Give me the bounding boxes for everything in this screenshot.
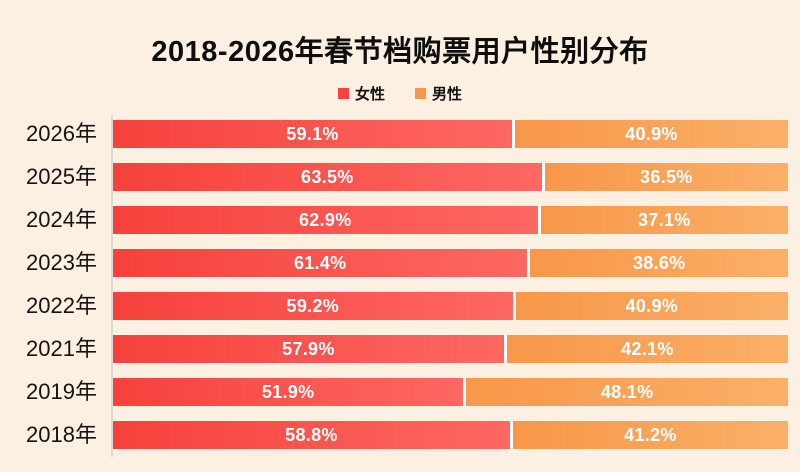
male-bar-segment: 42.1% <box>503 335 788 363</box>
male-bar-segment: 40.9% <box>512 292 788 320</box>
year-label: 2021年 <box>26 336 97 361</box>
female-bar-segment: 62.9% <box>113 206 538 234</box>
legend-item-female: 女性 <box>337 83 385 104</box>
male-value-label: 36.5% <box>640 166 693 187</box>
female-value-label: 58.8% <box>285 424 338 445</box>
bar-track: 57.9% 42.1% <box>113 335 788 363</box>
chart-row: 2023年 61.4% 38.6% <box>0 249 800 277</box>
female-legend-label: 女性 <box>354 86 385 103</box>
male-bar-segment: 48.1% <box>463 378 788 406</box>
male-legend-swatch-icon <box>415 88 426 99</box>
female-value-label: 62.9% <box>299 209 352 230</box>
female-value-label: 59.2% <box>286 295 340 316</box>
male-bar-segment: 38.6% <box>527 249 788 277</box>
year-label: 2026年 <box>26 121 97 146</box>
bar-track: 51.9% 48.1% <box>113 378 788 406</box>
year-label: 2019年 <box>26 379 97 404</box>
chart-row: 2026年 59.1% 40.9% <box>0 120 800 148</box>
chart-title: 2018-2026年春节档购票用户性别分布 <box>151 36 649 68</box>
chart-row: 2022年 59.2% 40.9% <box>0 292 800 320</box>
male-value-label: 40.9% <box>625 123 678 144</box>
female-legend-swatch-icon <box>337 88 349 99</box>
female-value-label: 61.4% <box>293 252 347 273</box>
male-value-label: 48.1% <box>600 381 654 402</box>
chart-row: 2018年 58.8% 41.2% <box>0 421 800 449</box>
male-value-label: 41.2% <box>624 424 677 445</box>
male-value-label: 42.1% <box>621 338 674 359</box>
female-value-label: 63.5% <box>301 166 354 187</box>
year-label: 2023年 <box>26 250 97 275</box>
female-value-label: 57.9% <box>282 338 335 359</box>
female-bar-segment: 58.8% <box>113 421 510 449</box>
male-bar-segment: 37.1% <box>537 206 788 234</box>
legend-item-male: 男性 <box>415 83 462 104</box>
female-bar-segment: 61.4% <box>113 249 528 277</box>
plot-area: 2026年 59.1% 40.9% 2025年 63.5% 36.5% 2024… <box>0 115 800 457</box>
bar-track: 59.2% 40.9% <box>113 292 788 320</box>
female-bar-segment: 57.9% <box>113 335 504 363</box>
bar-track: 59.1% 40.9% <box>113 120 788 148</box>
male-bar-segment: 41.2% <box>509 421 788 449</box>
male-bar-segment: 40.9% <box>511 120 788 148</box>
chart-row: 2024年 62.9% 37.1% <box>0 206 800 234</box>
male-value-label: 40.9% <box>625 295 679 316</box>
female-value-label: 59.1% <box>286 123 339 144</box>
bar-rows: 2026年 59.1% 40.9% 2025年 63.5% 36.5% 2024… <box>0 120 800 449</box>
chart-row: 2025年 63.5% 36.5% <box>0 163 800 191</box>
y-axis-line <box>111 115 113 457</box>
female-bar-segment: 59.2% <box>113 292 513 320</box>
year-label: 2022年 <box>26 293 97 318</box>
chart-row: 2019年 51.9% 48.1% <box>0 378 800 406</box>
male-legend-label: 男性 <box>432 86 463 103</box>
chart-legend: 女性 男性 <box>0 83 800 104</box>
male-value-label: 38.6% <box>632 252 686 273</box>
bar-track: 62.9% 37.1% <box>113 206 788 234</box>
bar-track: 61.4% 38.6% <box>113 249 788 277</box>
chart-row: 2021年 57.9% 42.1% <box>0 335 800 363</box>
bar-track: 63.5% 36.5% <box>113 163 788 191</box>
male-value-label: 37.1% <box>638 209 691 230</box>
female-bar-segment: 63.5% <box>113 163 542 191</box>
female-value-label: 51.9% <box>261 381 315 402</box>
bar-track: 58.8% 41.2% <box>113 421 788 449</box>
female-bar-segment: 59.1% <box>113 120 512 148</box>
year-label: 2018年 <box>26 422 97 447</box>
female-bar-segment: 51.9% <box>113 378 464 406</box>
year-label: 2025年 <box>26 164 97 189</box>
year-label: 2024年 <box>26 207 97 232</box>
male-bar-segment: 36.5% <box>541 163 788 191</box>
